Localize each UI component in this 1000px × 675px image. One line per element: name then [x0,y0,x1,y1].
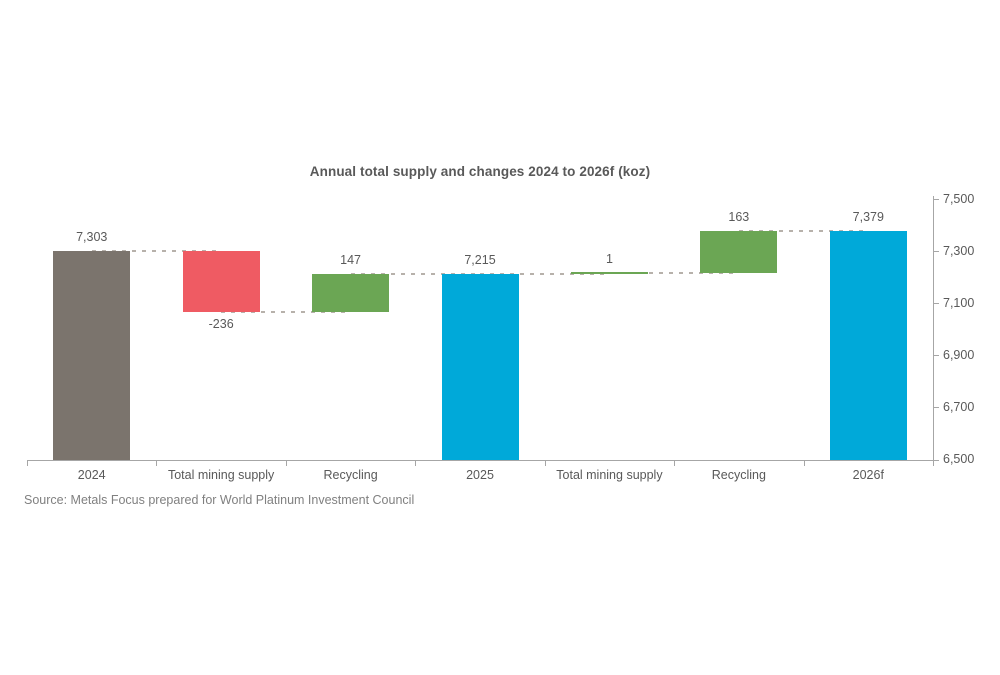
bar-value-label: -236 [208,317,234,332]
y-axis-tick [933,355,939,357]
waterfall-bar-2024 [53,250,131,460]
bar-value-label: 1 [605,252,613,267]
x-axis-label: Total mining supply [167,468,275,482]
x-axis-tick [933,460,934,466]
waterfall-bar-total-mining-supply [570,271,648,274]
y-axis-tick [933,459,939,461]
waterfall-bar-recycling [700,231,778,274]
x-axis-line [27,460,934,461]
x-axis-label: Total mining supply [556,468,663,482]
x-axis-tick [544,460,546,466]
y-axis-tick [933,303,939,305]
y-axis-tick-label: 7,500 [943,191,975,206]
waterfall-connector [609,272,739,275]
x-axis-label: 2025 [466,468,494,482]
x-axis-tick [285,460,287,466]
waterfall-bar-2025 [441,273,519,460]
y-axis-tick-label: 7,300 [943,243,975,258]
x-axis-label: 2026f [852,468,884,482]
bar-value-label: 147 [340,253,361,267]
y-axis-tick-label: 6,700 [943,399,975,414]
x-axis-label: Recycling [323,468,378,482]
x-axis-label: 2024 [77,468,106,482]
y-axis-tick [933,407,939,409]
x-axis-label: Recycling [711,468,766,482]
y-axis-tick-label: 6,900 [943,347,975,362]
x-axis-tick [27,460,28,466]
chart-title: Annual total supply and changes 2024 to … [309,164,651,179]
bar-value-label: 7,379 [852,210,884,225]
waterfall-connector [91,249,222,252]
y-axis-line [933,195,934,461]
y-axis-tick-label: 6,500 [943,452,975,466]
x-axis-tick [674,460,676,466]
waterfall-bar-total-mining-supply [182,250,260,313]
waterfall-connector [350,273,480,275]
waterfall-connector [738,230,869,233]
x-axis-tick [803,460,805,466]
bar-value-label: 7,215 [464,252,496,267]
y-axis-tick [933,199,939,200]
waterfall-connector [480,272,610,275]
source-note: Source: Metals Focus prepared for World … [24,493,415,507]
y-axis-tick [933,251,939,253]
waterfall-bar-recycling [312,274,390,313]
x-axis-tick [156,460,158,466]
x-axis-tick [415,460,417,466]
bar-value-label: 7,303 [76,229,108,244]
waterfall-bar-2026f [829,231,907,460]
waterfall-connector [221,311,351,314]
bar-value-label: 163 [728,210,750,225]
y-axis-tick-label: 7,100 [943,295,975,310]
